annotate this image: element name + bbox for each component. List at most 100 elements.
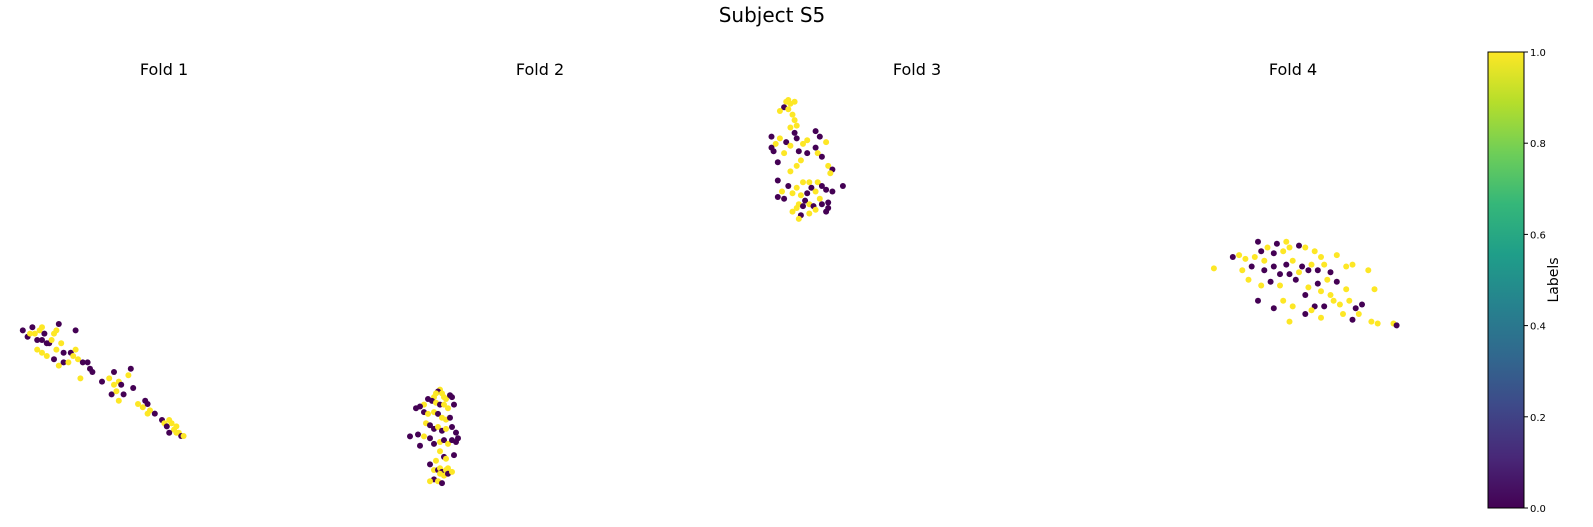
- data-point: [1368, 318, 1375, 325]
- data-point: [1280, 248, 1287, 255]
- data-point: [427, 478, 433, 485]
- data-point: [447, 414, 453, 421]
- data-point: [413, 405, 419, 412]
- data-point: [770, 148, 777, 155]
- colorbar-tick-label: 0.0: [1530, 504, 1546, 515]
- data-point: [789, 190, 796, 197]
- data-point: [1374, 320, 1381, 327]
- data-point: [1343, 263, 1350, 270]
- data-point: [800, 140, 806, 147]
- data-point: [776, 108, 783, 114]
- data-point: [1314, 267, 1321, 274]
- data-point: [120, 391, 127, 398]
- colorbar-label: Labels: [1546, 257, 1562, 302]
- data-point: [1273, 240, 1280, 247]
- data-point: [445, 465, 451, 472]
- data-point: [51, 356, 57, 363]
- data-point: [453, 439, 459, 445]
- data-point: [793, 135, 800, 142]
- data-point: [1355, 311, 1362, 317]
- data-point: [425, 410, 431, 417]
- data-point: [793, 162, 800, 169]
- data-point: [115, 397, 122, 404]
- data-point: [1359, 301, 1365, 308]
- colorbar-tick-label: 1.0: [1530, 48, 1546, 59]
- data-point: [1318, 314, 1324, 321]
- data-point: [449, 394, 455, 401]
- data-point: [55, 362, 62, 369]
- data-point: [415, 431, 421, 438]
- data-point: [808, 184, 815, 191]
- data-point: [72, 346, 79, 353]
- data-point: [72, 327, 79, 334]
- scatter-panel-fold-3: Fold 3: [768, 60, 941, 222]
- data-point: [818, 153, 825, 160]
- data-point: [1258, 248, 1265, 255]
- data-point: [1270, 305, 1277, 312]
- data-point: [812, 188, 819, 195]
- data-point: [797, 192, 804, 199]
- colorbar-tick-label: 0.4: [1530, 322, 1546, 333]
- data-point: [1321, 303, 1328, 310]
- data-point: [804, 150, 811, 157]
- data-point: [451, 452, 457, 459]
- data-point: [437, 470, 443, 477]
- data-point: [776, 135, 783, 142]
- data-point: [427, 422, 433, 429]
- data-point: [113, 388, 120, 395]
- data-point: [1239, 267, 1246, 274]
- data-point: [79, 359, 86, 366]
- data-point: [823, 186, 830, 193]
- data-point: [19, 327, 26, 334]
- data-point: [151, 410, 158, 417]
- data-point: [1333, 278, 1340, 285]
- data-point: [1283, 238, 1290, 245]
- data-point: [1270, 250, 1277, 257]
- data-point: [453, 429, 459, 436]
- data-point: [70, 353, 77, 359]
- data-point: [1324, 276, 1331, 283]
- data-point: [108, 391, 115, 398]
- panel-title: Fold 4: [1269, 60, 1317, 79]
- data-point: [144, 410, 151, 417]
- data-point: [34, 346, 41, 353]
- data-point: [816, 195, 823, 202]
- data-point: [31, 330, 38, 337]
- data-point: [1305, 284, 1312, 291]
- data-point: [804, 190, 811, 197]
- data-point: [812, 144, 819, 151]
- data-point: [800, 203, 806, 210]
- data-point: [55, 321, 62, 327]
- data-point: [789, 208, 796, 215]
- data-point: [1349, 316, 1356, 323]
- data-point: [774, 194, 781, 200]
- data-point: [793, 184, 800, 191]
- data-point: [99, 378, 105, 385]
- data-point: [437, 448, 443, 455]
- data-point: [789, 111, 796, 118]
- data-point: [1245, 276, 1252, 283]
- colorbar-tick-label: 0.2: [1530, 413, 1546, 424]
- data-point: [802, 197, 809, 204]
- data-point: [781, 195, 788, 202]
- data-point: [39, 349, 45, 356]
- data-point: [1210, 265, 1217, 272]
- data-point: [800, 179, 806, 186]
- data-point: [1349, 261, 1356, 268]
- data-point: [768, 133, 775, 140]
- data-point: [431, 440, 437, 447]
- data-point: [785, 106, 792, 113]
- data-point: [823, 139, 830, 146]
- data-point: [818, 201, 825, 208]
- data-point: [443, 425, 449, 432]
- data-point: [1261, 257, 1268, 264]
- data-point: [1267, 278, 1274, 285]
- data-point: [795, 148, 802, 155]
- data-point: [427, 435, 433, 442]
- data-point: [43, 353, 50, 359]
- data-point: [1255, 297, 1261, 304]
- data-point: [60, 359, 67, 366]
- data-point: [839, 183, 846, 189]
- data-point: [421, 433, 427, 440]
- data-point: [1236, 252, 1243, 259]
